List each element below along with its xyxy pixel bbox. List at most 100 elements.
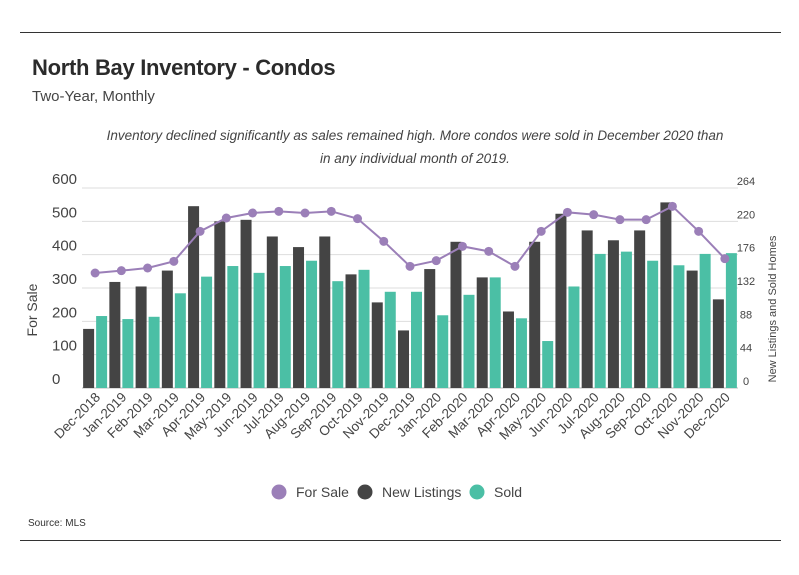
bar-sold (673, 265, 685, 388)
bar-sold (437, 315, 449, 388)
legend-swatch (357, 484, 373, 500)
for-sale-point (195, 226, 205, 236)
bar-new-listings (581, 230, 593, 388)
for-sale-point (143, 263, 153, 273)
bar-sold (253, 272, 265, 388)
y2-tick-label: 176 (737, 243, 755, 255)
legend-item: Sold (469, 484, 522, 500)
bar-sold (542, 341, 554, 388)
bar-sold (201, 276, 213, 388)
bar-sold (174, 293, 186, 388)
for-sale-point (510, 261, 520, 271)
for-sale-point (615, 215, 625, 225)
bar-new-listings (135, 286, 147, 388)
bar-new-listings (345, 274, 357, 388)
bar-sold (306, 260, 318, 388)
bar-new-listings (188, 206, 200, 388)
legend-label: New Listings (382, 484, 461, 500)
y-axis-label: For Sale (24, 283, 40, 336)
legend-item: New Listings (357, 484, 461, 500)
legend-item: For Sale (271, 484, 349, 500)
x-axis: Dec-2018Jan-2019Feb-2019Mar-2019Apr-2019… (51, 390, 733, 443)
for-sale-point (90, 268, 100, 278)
bar-new-listings (450, 241, 462, 388)
bar-sold (620, 251, 632, 388)
bar-sold (489, 277, 501, 388)
bar-new-listings (529, 241, 541, 388)
bar-new-listings (555, 213, 567, 388)
bar-sold (122, 319, 134, 388)
y-tick-label: 0 (52, 371, 60, 388)
legend-label: Sold (494, 484, 522, 500)
bar-sold (279, 266, 291, 388)
bar-new-listings (502, 311, 514, 388)
bar-sold (411, 291, 422, 388)
bar-new-listings (83, 328, 95, 388)
for-sale-point (720, 254, 730, 264)
for-sale-point (589, 210, 599, 220)
left-axis: 0 100 200 300 400 500 600 (52, 171, 77, 388)
bar-new-listings (214, 221, 226, 388)
bar-new-listings (109, 281, 121, 388)
for-sale-line (90, 201, 730, 278)
legend: For Sale New Listings Sold (271, 484, 522, 500)
bar-sold (148, 316, 160, 388)
top-rule (20, 32, 781, 33)
y2-tick-label: 220 (737, 209, 755, 221)
bar-new-listings (686, 270, 698, 388)
for-sale-point (326, 206, 336, 216)
source-note: Source: MLS (28, 518, 86, 529)
for-sale-point (379, 236, 389, 246)
legend-swatch (271, 484, 287, 500)
bar-new-listings (161, 270, 173, 388)
bar-new-listings (371, 302, 383, 388)
bar-sold (568, 286, 580, 388)
for-sale-point (641, 215, 651, 225)
bar-new-listings (266, 236, 278, 388)
bar-new-listings (319, 236, 331, 388)
y2-axis-label: New Listings and Sold Homes (767, 235, 779, 382)
bar-new-listings (607, 240, 619, 388)
bar-sold (227, 266, 239, 388)
y2-tick-label: 88 (740, 309, 752, 321)
bar-new-listings (634, 230, 646, 388)
for-sale-point (221, 213, 231, 223)
chart-annotation: Inventory declined significantly as sale… (106, 128, 724, 166)
bar-new-listings (712, 299, 724, 388)
y-tick-label: 600 (52, 171, 77, 188)
right-axis: 0 44 88 132 176 220 264 (737, 176, 755, 388)
bar-sold (332, 281, 344, 388)
bar-new-listings (293, 247, 305, 388)
bar-sold (515, 318, 527, 388)
bar-sold (96, 316, 108, 388)
bar-sold (358, 269, 370, 388)
y-tick-label: 400 (52, 238, 77, 255)
bar-sold (699, 253, 711, 388)
legend-label: For Sale (296, 484, 349, 500)
chart-title: North Bay Inventory - Condos (32, 55, 336, 80)
for-sale-point (274, 206, 284, 216)
bar-new-listings (476, 277, 488, 388)
for-sale-point (667, 201, 677, 211)
legend-swatch (469, 484, 485, 500)
y-tick-label: 300 (52, 271, 77, 288)
bar-new-listings (240, 219, 252, 388)
bottom-rule (20, 540, 781, 541)
bar-new-listings (424, 269, 436, 388)
for-sale-point (457, 241, 467, 251)
y2-tick-label: 132 (737, 276, 755, 288)
y-tick-label: 100 (52, 338, 77, 355)
for-sale-point (484, 246, 494, 256)
y2-tick-label: 264 (737, 176, 755, 188)
for-sale-point (562, 207, 572, 217)
bar-sold (384, 291, 396, 388)
y2-tick-label: 0 (743, 376, 749, 388)
for-sale-point (169, 256, 179, 266)
for-sale-point (405, 261, 415, 271)
bar-new-listings (398, 330, 409, 388)
for-sale-point (694, 226, 704, 236)
for-sale-point (248, 208, 258, 218)
for-sale-point (300, 208, 310, 218)
bars (83, 202, 737, 388)
